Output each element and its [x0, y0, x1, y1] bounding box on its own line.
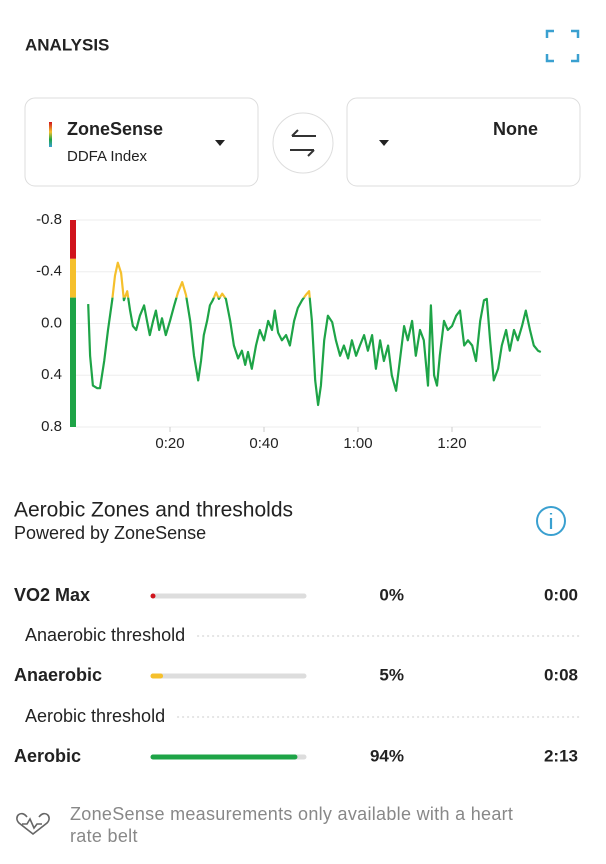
primary-selector[interactable] — [24, 97, 259, 187]
section-title: Aerobic Zones and thresholds — [14, 499, 293, 522]
zone-name: Anaerobic — [14, 665, 102, 685]
threshold-label: Aerobic threshold — [25, 706, 165, 726]
zone-rows: VO2 Max 0% 0:00 Anaerobic 5% 0:08 Aerobic 94% 2:… — [14, 585, 580, 766]
data-line — [87, 297, 542, 407]
y-tick-label: 0.4 — [41, 366, 62, 383]
zone-bar — [70, 258, 76, 298]
x-tick-label: 1:20 — [437, 435, 466, 452]
swap-button[interactable] — [272, 112, 334, 174]
zone-bar — [70, 297, 76, 427]
zone-percent: 5% — [379, 665, 404, 684]
y-tick-label: -0.8 — [36, 211, 62, 228]
expand-glyph — [545, 29, 580, 63]
section-subtitle: Powered by ZoneSense — [14, 523, 206, 543]
secondary-selector[interactable] — [346, 97, 581, 187]
heart-icon — [16, 812, 50, 836]
selector-subtitle: DDFA Index — [67, 148, 148, 165]
y-tick-label: 0.8 — [41, 418, 62, 435]
x-tick-label: 1:00 — [343, 435, 372, 452]
info-circle — [536, 506, 566, 536]
swap-icon — [290, 129, 316, 157]
zone-time: 2:13 — [544, 746, 578, 765]
expand-icon[interactable] — [545, 29, 580, 63]
zone-bar — [70, 220, 76, 259]
footer-note: ZoneSense measurements only available wi… — [70, 804, 514, 846]
x-tick-label: 0:20 — [155, 435, 184, 452]
y-tick-label: 0.0 — [41, 314, 62, 331]
selector-title: None — [493, 119, 538, 139]
zone-gradient-icon — [49, 122, 52, 147]
zone-percent: 0% — [379, 585, 404, 604]
y-tick-label: -0.4 — [36, 263, 62, 280]
info-button[interactable] — [536, 506, 566, 536]
zone-percent: 94% — [370, 746, 404, 765]
header-title: ANALYSIS — [25, 35, 109, 54]
zone-time: 0:08 — [544, 665, 578, 684]
zone-time: 0:00 — [544, 585, 578, 604]
zone-name: VO2 Max — [14, 585, 90, 605]
zone-name: Aerobic — [14, 746, 81, 766]
data-line — [111, 261, 311, 298]
x-tick-label: 0:40 — [249, 435, 278, 452]
dropdown-caret — [215, 140, 225, 146]
threshold-label: Anaerobic threshold — [25, 625, 185, 645]
dropdown-caret — [379, 140, 389, 146]
chart: -0.8 -0.4 0.0 0.4 0.8 0:20 0:40 1:00 1:20 — [36, 211, 542, 452]
selector-title: ZoneSense — [67, 119, 163, 139]
